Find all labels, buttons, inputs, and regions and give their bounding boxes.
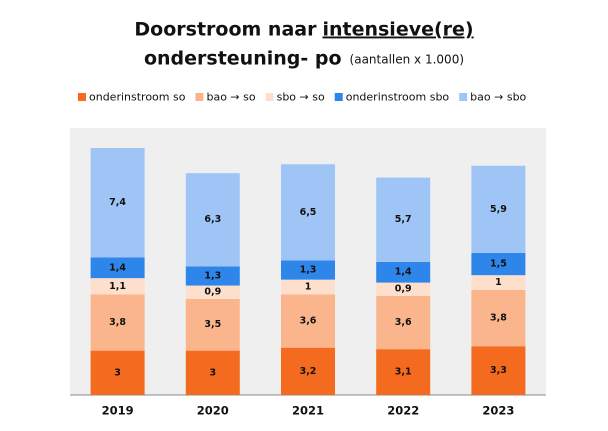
data-label: 0,9: [204, 287, 221, 298]
legend-swatch: [334, 93, 343, 101]
data-label: 1,3: [204, 270, 221, 281]
data-label: 0,9: [395, 284, 412, 295]
bar-segment: [376, 349, 431, 395]
data-label: 3: [114, 367, 121, 378]
bar-segment: [471, 346, 526, 395]
data-label: 1: [305, 282, 312, 293]
legend-swatch: [195, 93, 204, 101]
x-tick-label: 2019: [102, 404, 134, 418]
legend-label: onderinstroom sbo: [346, 91, 450, 104]
data-label: 7,4: [109, 197, 126, 208]
chart-title: ondersteuning- po: [144, 48, 342, 70]
bar-segment: [185, 350, 240, 395]
bar-segment: [185, 266, 240, 286]
x-tick-label: 2023: [482, 404, 514, 418]
data-label: 3,3: [490, 365, 507, 376]
data-label: 1,4: [395, 267, 412, 278]
legend-swatch: [459, 93, 468, 101]
data-label: 3,8: [109, 317, 126, 328]
bar-segment: [90, 148, 145, 258]
data-label: 3: [209, 367, 216, 378]
bar-segment: [185, 285, 240, 299]
data-label: 1,4: [109, 262, 126, 273]
bar-segment: [471, 275, 526, 290]
data-label: 3,6: [395, 317, 412, 328]
chart-subtitle: (aantallen x 1.000): [350, 53, 464, 67]
x-tick-label: 2021: [292, 404, 324, 418]
bar-segment: [90, 257, 145, 279]
data-label: 6,3: [204, 214, 221, 225]
bar-segment: [281, 279, 335, 295]
bar-segment: [281, 347, 335, 395]
bar-segment: [471, 253, 526, 276]
data-label: 3,6: [300, 316, 317, 327]
bar-segment: [90, 350, 145, 395]
bar-segment: [281, 164, 335, 261]
bar-segment: [376, 282, 431, 296]
data-label: 1,5: [490, 259, 507, 270]
legend-label: onderinstroom so: [89, 91, 186, 104]
data-label: 6,5: [300, 207, 317, 218]
bar-segment: [281, 294, 335, 348]
bar-segment: [185, 173, 240, 267]
bar-segment: [376, 295, 431, 350]
bar-segment: [281, 260, 335, 280]
data-label: 3,2: [300, 366, 317, 377]
data-label: 3,1: [395, 367, 412, 378]
legend-label: bao → so: [206, 91, 255, 104]
legend-label: sbo → so: [277, 91, 325, 104]
chart-title: intensieve(re): [322, 19, 473, 41]
x-tick-label: 2020: [197, 404, 229, 418]
data-label: 1,3: [300, 265, 317, 276]
data-label: 3,8: [490, 313, 507, 324]
data-label: 5,9: [490, 204, 507, 215]
legend-swatch: [265, 93, 274, 101]
legend-swatch: [78, 93, 86, 101]
bar-segment: [90, 294, 145, 351]
data-label: 1,1: [109, 281, 126, 292]
bar-segment: [471, 165, 526, 254]
data-label: 3,5: [204, 319, 221, 330]
bar-segment: [90, 278, 145, 295]
data-label: 5,7: [395, 214, 412, 225]
bar-segment: [376, 261, 431, 283]
legend-label: bao → sbo: [470, 91, 526, 104]
data-label: 1: [495, 277, 502, 288]
bar-segment: [471, 289, 526, 347]
bar-segment: [376, 177, 431, 262]
chart-title: Doorstroom naar: [134, 19, 317, 41]
bar-segment: [185, 298, 240, 351]
x-tick-label: 2022: [387, 404, 419, 418]
